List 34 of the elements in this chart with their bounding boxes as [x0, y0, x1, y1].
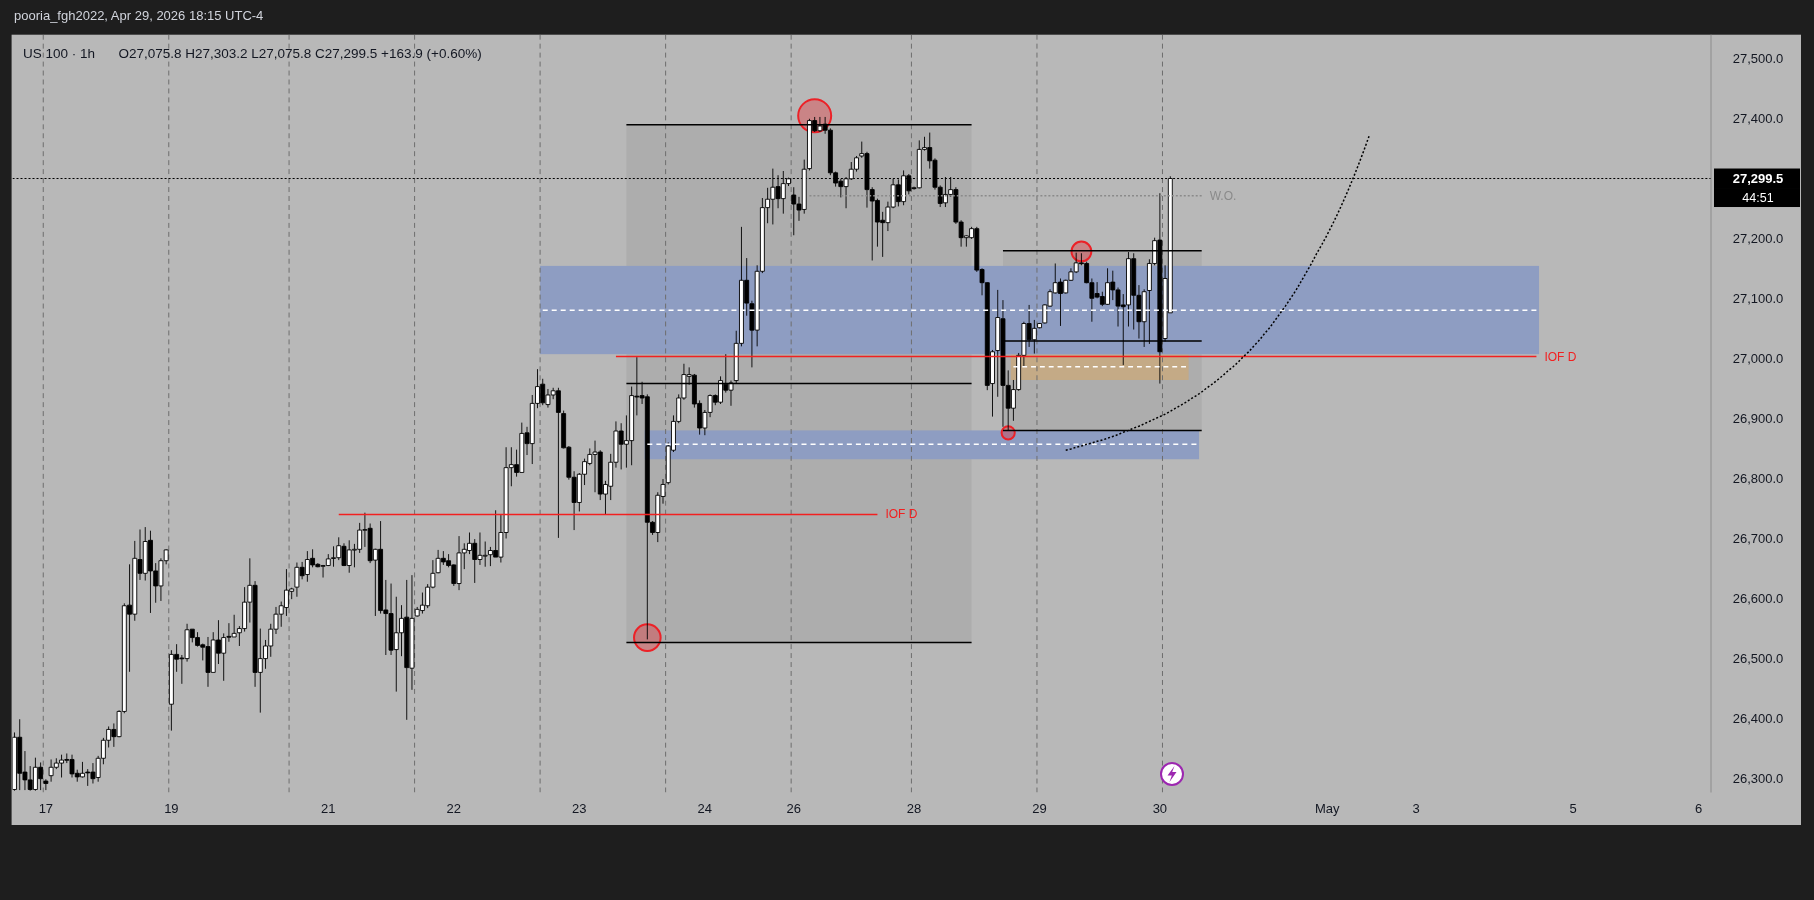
series-label: IOF D — [1544, 349, 1577, 364]
x-tick-label: 29 — [1032, 801, 1047, 816]
x-tick-label: 22 — [446, 801, 462, 816]
x-tick-label: 28 — [906, 801, 922, 816]
x-tick-label: 5 — [1569, 801, 1577, 816]
text: 44:51 — [1742, 191, 1774, 206]
text: US 100 · 1h — [23, 46, 96, 61]
x-tick-label: 21 — [321, 801, 336, 816]
y-tick-label: 27,000.0 — [1732, 350, 1784, 366]
series-label: IOF D — [885, 507, 918, 522]
y-tick-label: 26,700.0 — [1732, 531, 1784, 546]
text: pooria_fgh2022, Apr 29, 2026 18:15 UTC-4 — [14, 8, 264, 23]
text: O27,075.8 H27,303.2 L27,075.8 C27,299.5 +163.9 (+0.60%) — [118, 46, 482, 61]
y-tick-label: 26,900.0 — [1732, 410, 1784, 426]
x-tick-label: 17 — [38, 801, 54, 816]
x-tick-label: 6 — [1694, 801, 1703, 816]
y-tick-label: 26,800.0 — [1732, 470, 1784, 486]
y-tick-label: 27,500.0 — [1732, 50, 1784, 66]
candlestick — [555, 387, 561, 539]
y-tick-label: 26,500.0 — [1732, 651, 1784, 667]
x-tick-label: 3 — [1412, 801, 1420, 816]
y-tick-label: 26,400.0 — [1732, 711, 1784, 727]
y-tick-label: 27,100.0 — [1732, 290, 1784, 306]
x-tick-label: 19 — [164, 801, 179, 816]
x-tick-label: 24 — [697, 801, 713, 816]
y-tick-label: 27,200.0 — [1732, 230, 1784, 246]
x-tick-label: 30 — [1152, 801, 1168, 816]
y-tick-label: 27,400.0 — [1732, 110, 1784, 126]
x-tick-label: 26 — [786, 801, 801, 816]
x-tick-label: May — [1314, 801, 1340, 816]
x-tick-label: 23 — [572, 801, 587, 816]
y-tick-label: 26,600.0 — [1732, 591, 1784, 607]
y-tick-label: 26,300.0 — [1732, 771, 1784, 787]
ref-line-label: 27,299.5 — [1732, 171, 1784, 187]
